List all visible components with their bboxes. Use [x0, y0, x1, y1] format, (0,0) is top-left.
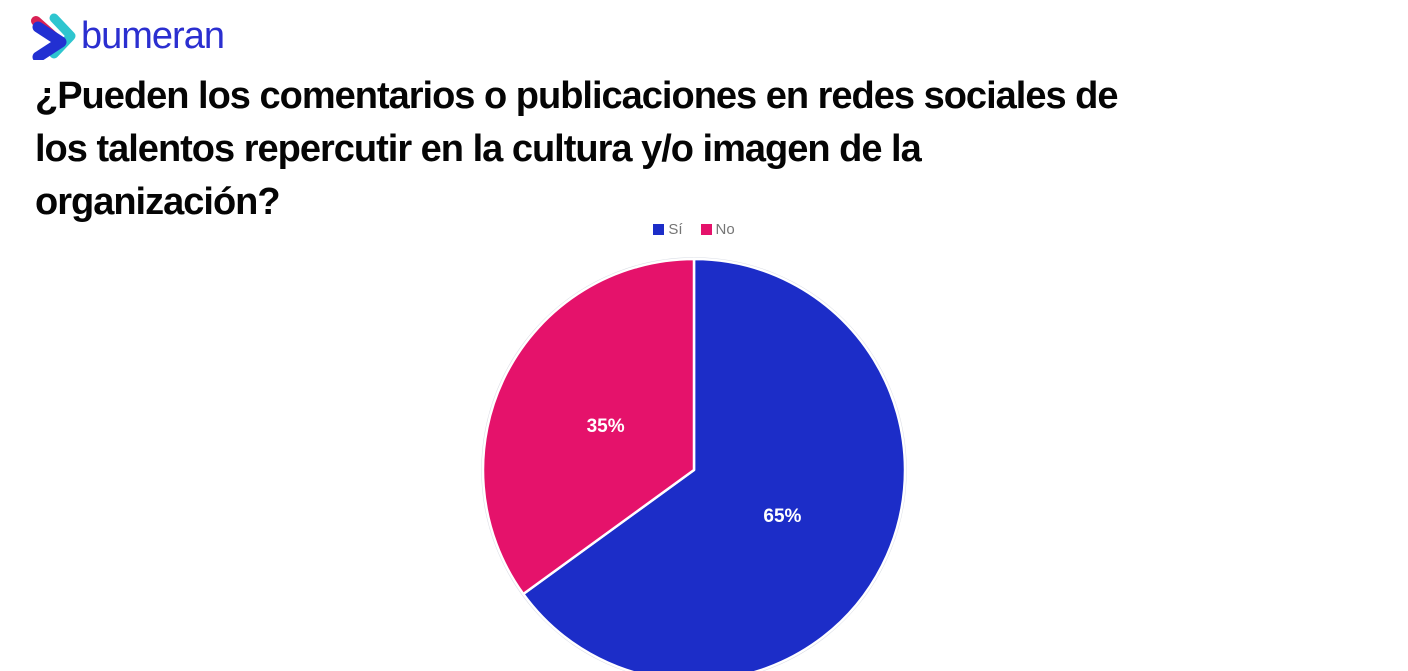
- title-line-1: ¿Pueden los comentarios o publicaciones …: [35, 75, 1119, 117]
- pie-slice-No: [481, 257, 696, 596]
- pie-slice-Sí: [522, 257, 907, 671]
- pie-chart: 65% 35%: [481, 257, 907, 671]
- legend-swatch: [700, 224, 712, 235]
- legend-item: No: [700, 221, 735, 238]
- slice-label: 65%: [763, 506, 801, 527]
- bumeran-logo: bumeran: [28, 12, 225, 60]
- legend-label: No: [715, 221, 735, 238]
- legend-label: Sí: [668, 221, 683, 238]
- pie-chart-area: Sí No 65% 35%: [479, 220, 909, 671]
- logo-text: bumeran: [81, 15, 225, 57]
- legend-swatch: [653, 224, 665, 235]
- legend-item: Sí: [653, 221, 683, 238]
- slice-label: 35%: [587, 416, 625, 437]
- chart-legend: Sí No: [479, 222, 909, 237]
- title-line-3: organización?: [35, 181, 281, 223]
- bumeran-logo-icon: [31, 13, 76, 60]
- title-line-2: los talentos repercutir en la cultura y/…: [35, 128, 922, 170]
- page-title: ¿Pueden los comentarios o publicaciones …: [35, 70, 1295, 229]
